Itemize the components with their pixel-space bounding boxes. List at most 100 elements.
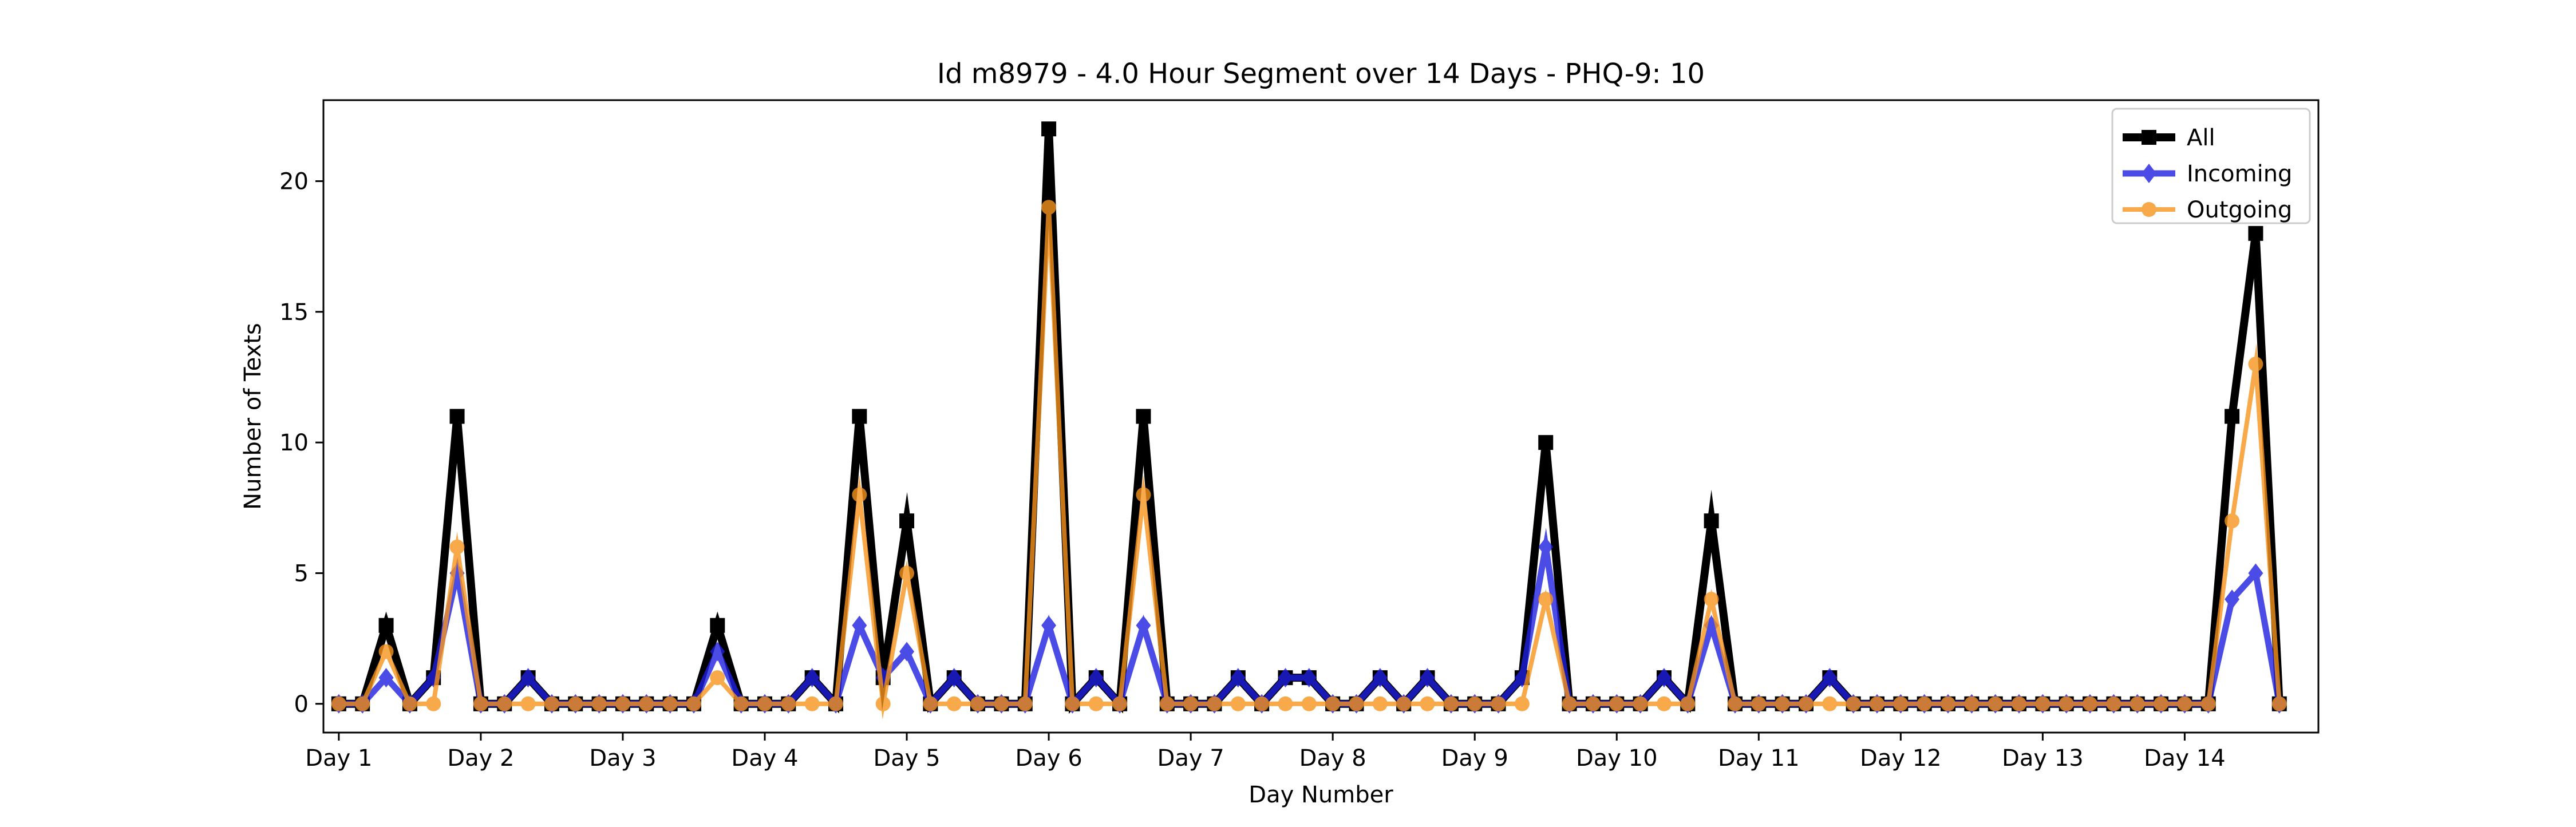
data-point-outgoing <box>733 696 749 711</box>
x-tick-label: Day 3 <box>589 745 656 771</box>
data-point-outgoing <box>1017 696 1033 711</box>
x-tick-label: Day 12 <box>1860 745 1942 771</box>
y-tick-label: 15 <box>279 299 309 326</box>
data-point-outgoing <box>1491 696 1506 711</box>
data-point-outgoing <box>1420 696 1435 711</box>
data-point-outgoing <box>1562 696 1577 711</box>
data-point-outgoing <box>1964 696 1980 711</box>
data-point-outgoing <box>804 696 820 711</box>
series-line-all <box>338 128 2283 714</box>
data-point-incoming <box>1656 668 1672 688</box>
data-point-outgoing <box>1041 200 1057 215</box>
data-point-all <box>899 513 915 529</box>
data-point-outgoing <box>1988 696 2003 711</box>
data-point-outgoing <box>1656 696 1672 711</box>
data-point-outgoing <box>710 670 725 686</box>
legend: All Incoming Outgoing <box>2111 108 2311 224</box>
series-incoming <box>331 528 2287 714</box>
data-point-outgoing <box>426 696 441 711</box>
data-point-all <box>2225 409 2240 424</box>
data-point-outgoing <box>1870 696 1885 711</box>
data-point-outgoing <box>1254 696 1270 711</box>
data-point-outgoing <box>828 696 844 711</box>
data-point-outgoing <box>686 696 701 711</box>
data-point-outgoing <box>1846 696 1861 711</box>
x-tick-label: Day 13 <box>2002 745 2084 771</box>
data-point-outgoing <box>1893 696 1909 711</box>
data-point-outgoing <box>497 696 512 711</box>
data-point-outgoing <box>1301 696 1317 711</box>
data-point-outgoing <box>402 696 417 711</box>
axes-layer: 0 5 10 15 20 Day 1 Day 2 Day 3 Day 4 Day 5 Day 6 Da… <box>279 99 2320 771</box>
data-point-all <box>1041 121 1057 137</box>
data-point-all <box>449 409 465 424</box>
x-tick-label: Day 8 <box>1299 745 1366 771</box>
data-point-all <box>1538 435 1554 450</box>
data-point-outgoing <box>615 696 630 711</box>
data-point-outgoing <box>568 696 583 711</box>
x-tick-label: Day 4 <box>731 745 798 771</box>
data-point-outgoing <box>1088 696 1104 711</box>
data-point-incoming <box>378 668 394 688</box>
data-point-outgoing <box>591 696 607 711</box>
data-point-outgoing <box>1822 696 1838 711</box>
data-point-outgoing <box>1136 487 1151 502</box>
series-outgoing <box>331 200 2287 720</box>
x-tick-label: Day 9 <box>1441 745 1508 771</box>
data-point-outgoing <box>1798 696 1814 711</box>
plot-frame <box>322 99 2320 734</box>
legend-item-all <box>2123 130 2175 145</box>
data-point-incoming <box>2225 589 2240 610</box>
legend-label-all: All <box>2187 125 2215 151</box>
series-layer <box>331 121 2287 720</box>
data-point-outgoing <box>2012 696 2027 711</box>
x-tick-label: Day 6 <box>1016 745 1082 771</box>
data-point-outgoing <box>1065 696 1080 711</box>
series-all <box>331 121 2287 714</box>
data-point-outgoing <box>331 696 346 711</box>
data-point-outgoing <box>1278 696 1293 711</box>
x-tick-label: Day 1 <box>305 745 372 771</box>
chart-title: Id m8979 - 4.0 Hour Segment over 14 Days… <box>937 58 1705 90</box>
y-tick-label: 10 <box>279 430 309 456</box>
legend-item-outgoing <box>2123 202 2175 217</box>
data-point-outgoing <box>757 696 772 711</box>
x-axis-label: Day Number <box>1249 782 1393 808</box>
data-point-outgoing <box>1325 696 1341 711</box>
legend-marker-all <box>2142 130 2156 145</box>
x-tick-label: Day 14 <box>2144 745 2226 771</box>
data-point-outgoing <box>1538 592 1554 607</box>
data-point-incoming <box>1230 668 1246 688</box>
data-point-incoming <box>1136 615 1151 635</box>
data-point-incoming <box>946 668 962 688</box>
data-point-outgoing <box>2271 696 2287 711</box>
data-point-outgoing <box>1112 696 1128 711</box>
data-point-outgoing <box>473 696 488 711</box>
data-point-outgoing <box>2059 696 2074 711</box>
data-point-outgoing <box>544 696 559 711</box>
data-point-outgoing <box>2225 513 2240 529</box>
data-point-outgoing <box>1633 696 1648 711</box>
data-point-incoming <box>1538 537 1554 557</box>
y-tick-label: 5 <box>294 560 309 587</box>
data-point-outgoing <box>1230 696 1246 711</box>
x-tick-label: Day 10 <box>1576 745 1658 771</box>
data-point-outgoing <box>1727 696 1743 711</box>
x-tick-label: Day 2 <box>447 745 514 771</box>
data-point-outgoing <box>1467 696 1483 711</box>
data-point-all <box>852 409 867 424</box>
data-point-outgoing <box>1917 696 1932 711</box>
data-point-all <box>378 618 394 633</box>
data-point-incoming <box>899 642 915 662</box>
data-point-outgoing <box>1372 696 1388 711</box>
data-point-outgoing <box>662 696 678 711</box>
data-point-outgoing <box>2129 696 2145 711</box>
data-point-outgoing <box>355 696 370 711</box>
data-point-outgoing <box>1941 696 1956 711</box>
legend-label-incoming: Incoming <box>2187 161 2292 187</box>
data-point-outgoing <box>781 696 796 711</box>
legend-item-incoming <box>2123 164 2175 183</box>
data-point-all <box>2248 225 2263 241</box>
data-point-incoming <box>710 642 725 662</box>
